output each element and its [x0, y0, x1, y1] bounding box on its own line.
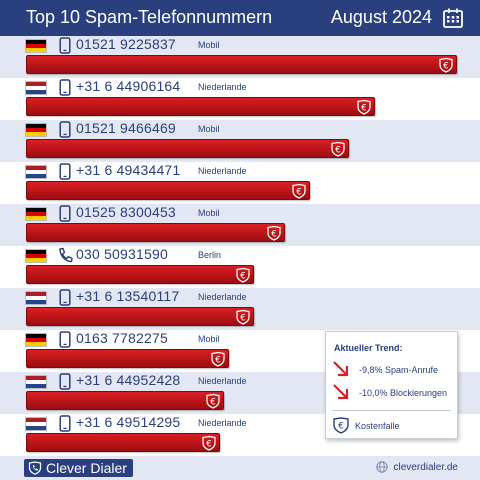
list-item[interactable]: 030 50931590 Berlin €	[0, 246, 480, 288]
region-label: Niederlande	[198, 82, 247, 92]
phone-number: 01525 8300453	[76, 204, 176, 220]
region-label: Mobil	[198, 40, 220, 50]
spam-volume-bar: €	[26, 307, 254, 326]
mobile-phone-icon	[59, 37, 71, 54]
netherlands-flag-icon	[25, 417, 47, 431]
phone-number: +31 6 44952428	[76, 372, 181, 388]
germany-flag-icon	[25, 249, 47, 263]
mobile-phone-icon	[59, 331, 71, 348]
svg-text:€: €	[271, 230, 276, 240]
svg-text:€: €	[338, 422, 344, 432]
page-title: Top 10 Spam-Telefonnummern	[26, 7, 273, 27]
down-right-arrow-icon	[333, 384, 349, 400]
phone-number: 030 50931590	[76, 246, 168, 262]
svg-text:€: €	[443, 62, 448, 72]
website-link[interactable]: cleverdialer.de	[393, 462, 458, 473]
list-item[interactable]: +31 6 49434471 Niederlande €	[0, 162, 480, 204]
svg-text:€: €	[215, 356, 220, 366]
cost-trap-icon: €	[439, 57, 453, 73]
mobile-phone-icon	[59, 415, 71, 432]
germany-flag-icon	[25, 39, 47, 53]
svg-text:€: €	[335, 146, 340, 156]
phone-number: 0163 7782275	[76, 330, 168, 346]
netherlands-flag-icon	[25, 81, 47, 95]
netherlands-flag-icon	[25, 375, 47, 389]
landline-phone-icon	[59, 247, 73, 263]
phone-number: +31 6 49514295	[76, 414, 181, 430]
svg-text:€: €	[296, 188, 301, 198]
down-right-arrow-icon	[333, 361, 349, 377]
footer-bar: Clever Dialer cleverdialer.de	[0, 456, 480, 480]
list-item[interactable]: 01525 8300453 Mobil €	[0, 204, 480, 246]
brand-name: Clever Dialer	[46, 460, 127, 476]
germany-flag-icon	[25, 207, 47, 221]
phone-number: +31 6 49434471	[76, 162, 181, 178]
svg-text:€: €	[240, 272, 245, 282]
trend-panel: Aktueller Trend: -9,8% Spam-Anrufe -10,0…	[325, 331, 458, 439]
mobile-phone-icon	[59, 163, 71, 180]
mobile-phone-icon	[59, 79, 71, 96]
mobile-phone-icon	[59, 121, 71, 138]
cost-trap-icon: €	[211, 351, 225, 367]
spam-volume-bar: €	[26, 181, 310, 200]
phone-number: +31 6 44906164	[76, 78, 181, 94]
region-label: Berlin	[198, 250, 222, 260]
svg-text:€: €	[240, 314, 245, 324]
region-label: Niederlande	[198, 292, 247, 302]
phone-number: 01521 9466469	[76, 120, 176, 136]
region-label: Mobil	[198, 334, 220, 344]
divider	[332, 410, 451, 411]
svg-text:€: €	[210, 398, 215, 408]
spam-volume-bar: €	[26, 433, 220, 452]
region-label: Niederlande	[198, 418, 247, 428]
report-date: August 2024	[330, 7, 432, 27]
cost-trap-icon: €	[236, 267, 250, 283]
cost-trap-icon: €	[292, 183, 306, 199]
calendar-icon	[443, 8, 463, 28]
mobile-phone-icon	[59, 289, 71, 306]
list-item[interactable]: 01521 9225837 Mobil €	[0, 36, 480, 78]
phone-number: +31 6 13540117	[76, 288, 180, 304]
region-label: Niederlande	[198, 166, 247, 176]
spam-volume-bar: €	[26, 349, 229, 368]
netherlands-flag-icon	[25, 165, 47, 179]
germany-flag-icon	[25, 333, 47, 347]
list-item[interactable]: +31 6 44906164 Niederlande €	[0, 78, 480, 120]
globe-icon	[376, 461, 388, 473]
mobile-phone-icon	[59, 373, 71, 390]
list-item[interactable]: +31 6 13540117 Niederlande €	[0, 288, 480, 330]
spam-volume-bar: €	[26, 391, 224, 410]
region-label: Niederlande	[198, 376, 247, 386]
region-label: Mobil	[198, 208, 220, 218]
spam-volume-bar: €	[26, 97, 375, 116]
germany-flag-icon	[25, 123, 47, 137]
spam-volume-bar: €	[26, 265, 254, 284]
svg-text:€: €	[206, 440, 211, 450]
cost-trap-icon: €	[331, 141, 345, 157]
legend-label: Kostenfalle	[355, 421, 400, 431]
cost-trap-icon: €	[202, 435, 216, 451]
cost-trap-icon: €	[267, 225, 281, 241]
phone-number: 01521 9225837	[76, 36, 176, 52]
brand-logo: Clever Dialer	[24, 459, 133, 477]
region-label: Mobil	[198, 124, 220, 134]
shield-phone-icon	[28, 461, 42, 475]
list-item[interactable]: 01521 9466469 Mobil €	[0, 120, 480, 162]
svg-text:€: €	[361, 104, 366, 114]
spam-volume-bar: €	[26, 139, 349, 158]
netherlands-flag-icon	[25, 291, 47, 305]
trend-spam-calls: -9,8% Spam-Anrufe	[359, 365, 439, 375]
trend-blockings: -10,0% Blockierungen	[359, 388, 448, 398]
cost-trap-icon: €	[357, 99, 371, 115]
header-bar: Top 10 Spam-Telefonnummern August 2024	[0, 0, 480, 36]
spam-volume-bar: €	[26, 223, 285, 242]
cost-trap-icon: €	[206, 393, 220, 409]
cost-trap-icon: €	[333, 417, 349, 434]
mobile-phone-icon	[59, 205, 71, 222]
trend-title: Aktueller Trend:	[334, 343, 403, 353]
cost-trap-icon: €	[236, 309, 250, 325]
spam-volume-bar: €	[26, 55, 457, 74]
